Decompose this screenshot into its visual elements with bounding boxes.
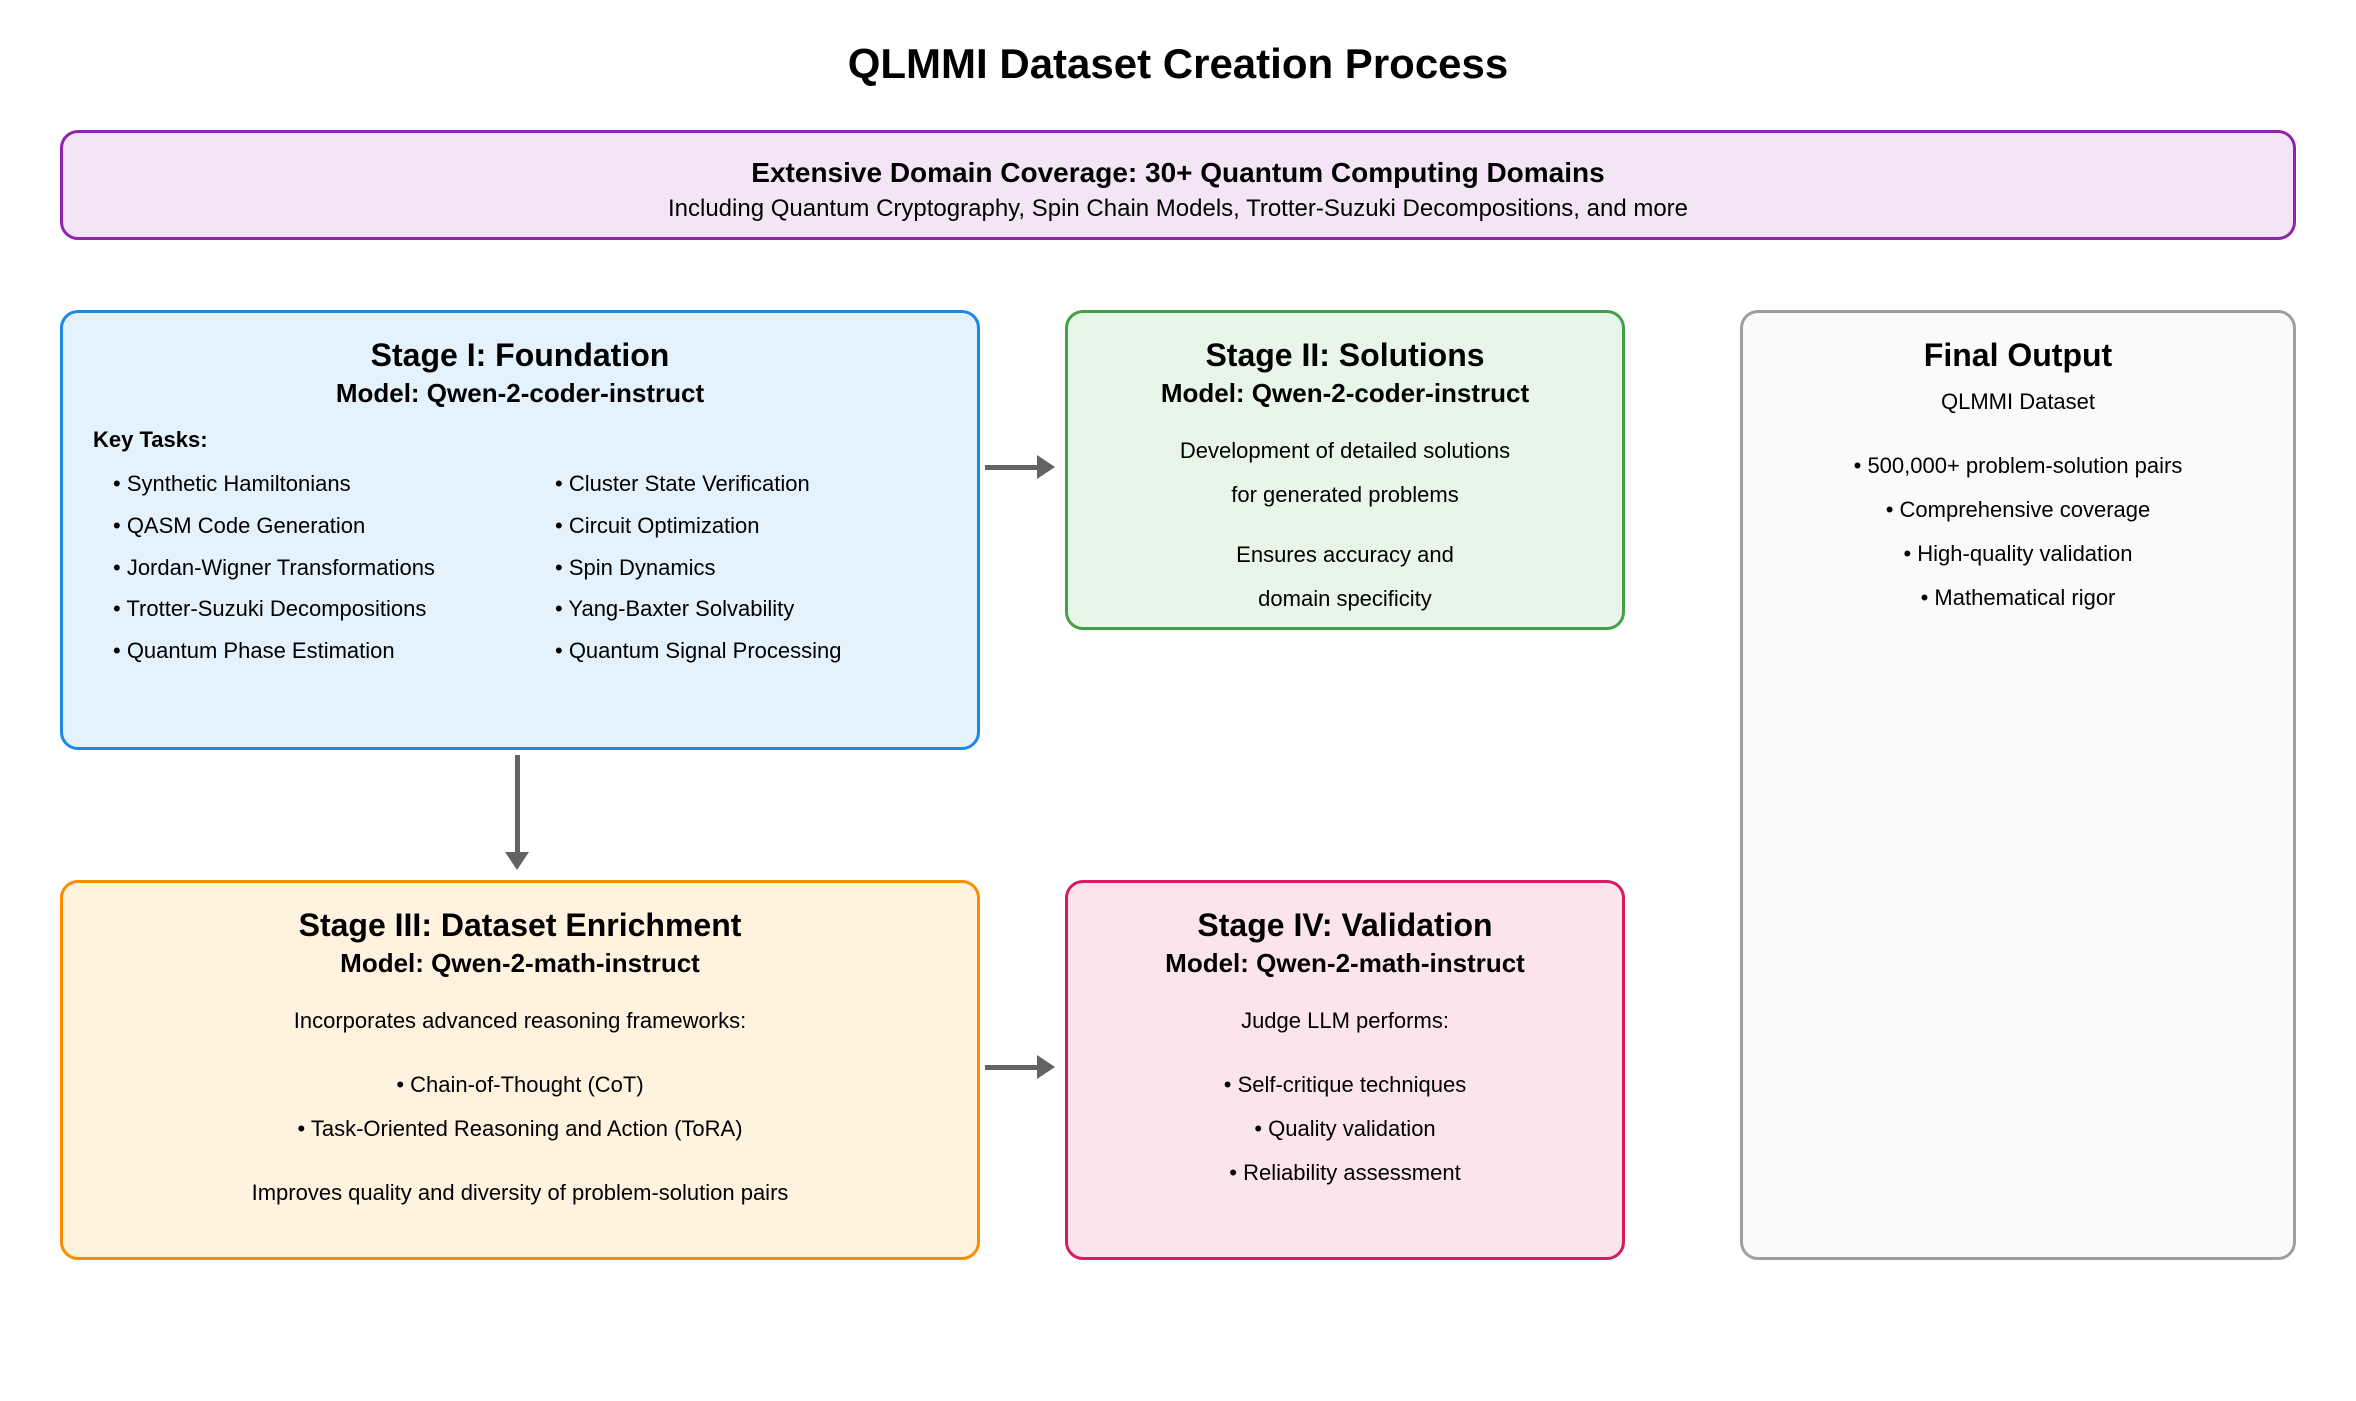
- final-box: Final Output QLMMI Dataset • 500,000+ pr…: [1740, 310, 2296, 1260]
- stage2-box: Stage II: Solutions Model: Qwen-2-coder-…: [1065, 310, 1625, 630]
- stage4-model: Model: Qwen-2-math-instruct: [1098, 948, 1592, 979]
- stage1-task: • Quantum Phase Estimation: [93, 630, 505, 672]
- final-bullets: • 500,000+ problem-solution pairs• Compr…: [1773, 444, 2263, 620]
- stage4-title: Stage IV: Validation: [1098, 907, 1592, 944]
- stage1-columns: • Synthetic Hamiltonians• QASM Code Gene…: [93, 463, 947, 672]
- stage1-title: Stage I: Foundation: [93, 337, 947, 374]
- banner-title: Extensive Domain Coverage: 30+ Quantum C…: [93, 157, 2263, 189]
- stage1-task: • Trotter-Suzuki Decompositions: [93, 588, 505, 630]
- stage2-line: Ensures accuracy and: [1098, 533, 1592, 577]
- final-bullet: • Mathematical rigor: [1773, 576, 2263, 620]
- banner-box: Extensive Domain Coverage: 30+ Quantum C…: [60, 130, 2296, 240]
- stage1-task: • Jordan-Wigner Transformations: [93, 547, 505, 589]
- stage1-box: Stage I: Foundation Model: Qwen-2-coder-…: [60, 310, 980, 750]
- final-title: Final Output: [1773, 337, 2263, 374]
- arrow-head-icon: [1037, 455, 1055, 479]
- arrow: [985, 465, 1037, 470]
- stage1-task: • Yang-Baxter Solvability: [535, 588, 947, 630]
- arrow-head-icon: [505, 852, 529, 870]
- stage3-bullet: • Task-Oriented Reasoning and Action (To…: [93, 1107, 947, 1151]
- stage2-body: Development of detailed solutionsfor gen…: [1098, 429, 1592, 621]
- stage3-model: Model: Qwen-2-math-instruct: [93, 948, 947, 979]
- arrow: [985, 1065, 1037, 1070]
- stage2-model: Model: Qwen-2-coder-instruct: [1098, 378, 1592, 409]
- page-title: QLMMI Dataset Creation Process: [0, 40, 2356, 88]
- stage1-model: Model: Qwen-2-coder-instruct: [93, 378, 947, 409]
- stage4-bullets: • Self-critique techniques• Quality vali…: [1098, 1063, 1592, 1195]
- arrow: [515, 755, 520, 852]
- final-bullet: • Comprehensive coverage: [1773, 488, 2263, 532]
- stage3-outro: Improves quality and diversity of proble…: [93, 1171, 947, 1215]
- stage3-box: Stage III: Dataset Enrichment Model: Qwe…: [60, 880, 980, 1260]
- final-bullet: • High-quality validation: [1773, 532, 2263, 576]
- stage1-task: • Cluster State Verification: [535, 463, 947, 505]
- stage1-col2: • Cluster State Verification• Circuit Op…: [535, 463, 947, 672]
- stage2-line: Development of detailed solutions: [1098, 429, 1592, 473]
- stage1-task: • Synthetic Hamiltonians: [93, 463, 505, 505]
- stage2-title: Stage II: Solutions: [1098, 337, 1592, 374]
- stage2-line: domain specificity: [1098, 577, 1592, 621]
- stage4-bullet: • Quality validation: [1098, 1107, 1592, 1151]
- stage1-col1: • Synthetic Hamiltonians• QASM Code Gene…: [93, 463, 505, 672]
- stage3-title: Stage III: Dataset Enrichment: [93, 907, 947, 944]
- stage3-intro: Incorporates advanced reasoning framewor…: [93, 999, 947, 1043]
- stage3-bullet: • Chain-of-Thought (CoT): [93, 1063, 947, 1107]
- stage2-line: for generated problems: [1098, 473, 1592, 517]
- stage3-bullets: • Chain-of-Thought (CoT)• Task-Oriented …: [93, 1063, 947, 1151]
- banner-subtitle: Including Quantum Cryptography, Spin Cha…: [93, 195, 2263, 223]
- stage1-task: • Spin Dynamics: [535, 547, 947, 589]
- stage1-keytasks-label: Key Tasks:: [93, 427, 947, 453]
- stage4-box: Stage IV: Validation Model: Qwen-2-math-…: [1065, 880, 1625, 1260]
- stage1-task: • Quantum Signal Processing: [535, 630, 947, 672]
- stage1-task: • QASM Code Generation: [93, 505, 505, 547]
- final-bullet: • 500,000+ problem-solution pairs: [1773, 444, 2263, 488]
- stage4-bullet: • Reliability assessment: [1098, 1151, 1592, 1195]
- stage4-intro: Judge LLM performs:: [1098, 999, 1592, 1043]
- stage4-bullet: • Self-critique techniques: [1098, 1063, 1592, 1107]
- arrow-head-icon: [1037, 1055, 1055, 1079]
- stage1-task: • Circuit Optimization: [535, 505, 947, 547]
- final-subtitle: QLMMI Dataset: [1773, 380, 2263, 424]
